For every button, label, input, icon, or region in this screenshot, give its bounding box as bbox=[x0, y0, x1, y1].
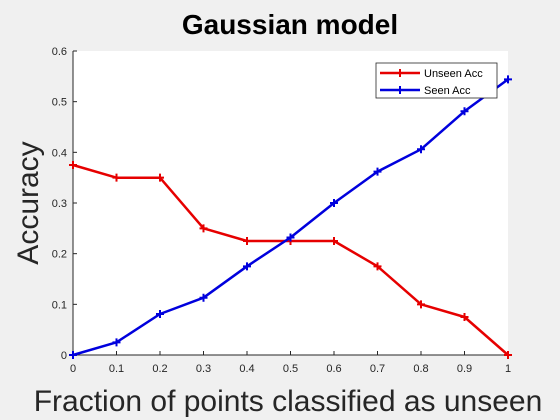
x-tick-label: 0.8 bbox=[413, 363, 428, 375]
legend-box bbox=[375, 62, 498, 99]
data-point-marker bbox=[156, 173, 164, 182]
plot-area bbox=[73, 51, 508, 355]
x-tick-label: 0 bbox=[70, 363, 76, 375]
data-point-marker bbox=[417, 145, 425, 154]
data-point-marker bbox=[417, 300, 425, 309]
data-point-marker bbox=[199, 224, 208, 233]
legend-label: Unseen Acc bbox=[424, 68, 483, 80]
series-seen-acc bbox=[69, 75, 512, 359]
chart-title: Gaussian model bbox=[182, 9, 398, 40]
data-point-marker bbox=[460, 107, 469, 116]
data-point-marker bbox=[199, 293, 208, 302]
data-point-marker bbox=[286, 233, 295, 242]
legend: Unseen Acc Seen Acc bbox=[375, 62, 498, 99]
data-point-marker bbox=[330, 199, 338, 207]
data-point-marker bbox=[243, 237, 251, 245]
y-tick-label: 0.5 bbox=[52, 97, 67, 109]
x-tick-label: 1 bbox=[505, 363, 511, 375]
y-tick-label: 0.4 bbox=[52, 147, 67, 159]
x-tick-label: 0.7 bbox=[370, 363, 385, 375]
y-tick-label: 0.1 bbox=[52, 299, 67, 311]
y-tick-label: 0.3 bbox=[52, 198, 67, 210]
y-axis-label: Accuracy bbox=[12, 141, 45, 264]
data-point-marker bbox=[243, 262, 251, 271]
x-tick-label: 0.3 bbox=[196, 363, 211, 375]
x-tick-label: 0.1 bbox=[109, 363, 124, 375]
data-point-marker bbox=[69, 351, 77, 359]
x-tick-label: 0.4 bbox=[239, 363, 254, 375]
data-point-marker bbox=[156, 309, 164, 318]
data-point-marker bbox=[112, 338, 121, 347]
y-axis: 0 0.1 0.2 0.3 0.4 0.5 0.6 bbox=[52, 46, 77, 362]
y-tick-label: 0.2 bbox=[52, 249, 67, 261]
series-layer bbox=[69, 75, 512, 359]
data-point-marker bbox=[460, 313, 469, 321]
x-tick-label: 0.6 bbox=[326, 363, 341, 375]
x-tick-label: 0.2 bbox=[152, 363, 167, 375]
data-point-marker bbox=[504, 351, 512, 359]
data-point-marker bbox=[69, 161, 77, 169]
y-tick-label: 0.6 bbox=[52, 46, 67, 58]
legend-entry: Seen Acc bbox=[380, 85, 471, 97]
x-axis: 0 0.1 0.2 0.3 0.4 0.5 0.6 0.7 0.8 0.9 1 bbox=[70, 351, 511, 375]
x-tick-label: 0.9 bbox=[457, 363, 472, 375]
data-point-marker bbox=[504, 75, 512, 84]
data-point-marker bbox=[112, 173, 121, 182]
data-point-marker bbox=[373, 262, 382, 271]
y-tick-label: 0 bbox=[61, 350, 67, 362]
data-point-marker bbox=[330, 237, 338, 245]
legend-label: Seen Acc bbox=[424, 85, 471, 97]
legend-entry: Unseen Acc bbox=[380, 68, 483, 80]
x-tick-label: 0.5 bbox=[283, 363, 298, 375]
x-axis-label: Fraction of points classified as unseen bbox=[34, 385, 543, 418]
legend-marker bbox=[396, 86, 404, 94]
data-point-marker bbox=[373, 167, 382, 176]
legend-marker bbox=[396, 69, 404, 77]
